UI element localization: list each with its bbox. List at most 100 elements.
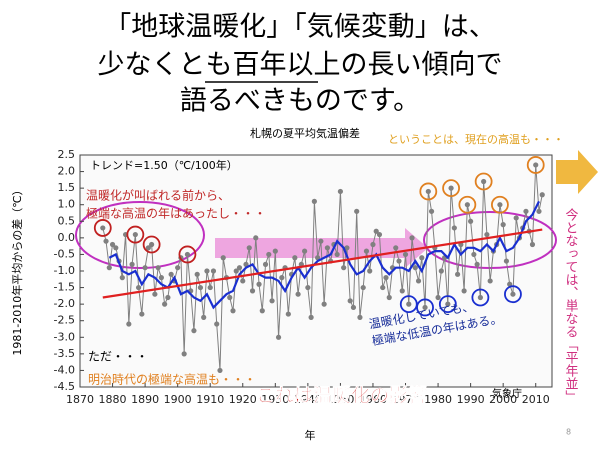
pointer-arrow [556, 150, 598, 194]
highlight-circle [442, 179, 460, 198]
data-point [341, 265, 347, 271]
data-point [510, 291, 516, 297]
annotation: 今となっては、単なる「平年並」 [563, 207, 579, 403]
data-point [357, 314, 363, 320]
x-tick-label: 1960 [359, 393, 387, 406]
y-tick-label: -2.0 [54, 297, 75, 310]
data-point [536, 208, 542, 214]
data-point [529, 241, 536, 248]
y-tick-label: 0.0 [58, 231, 76, 244]
highlight-ellipse [423, 211, 557, 269]
data-point [428, 208, 435, 214]
data-point [269, 298, 275, 304]
data-point [363, 248, 370, 254]
data-point [119, 275, 125, 281]
plot-area [79, 154, 553, 388]
x-tick-label: 2000 [489, 393, 517, 406]
x-tick-label: 1880 [99, 393, 127, 406]
data-point [471, 251, 477, 258]
y-tick-label: -3.0 [54, 330, 75, 343]
data-point [396, 258, 402, 264]
source: 気象庁 [492, 387, 522, 400]
data-point [145, 245, 151, 251]
data-point [318, 238, 324, 244]
data-point [155, 265, 161, 271]
data-point [194, 271, 200, 277]
data-point [412, 265, 418, 271]
data-point [259, 308, 265, 314]
data-point [249, 288, 256, 294]
chart-title: 札幌の夏平均気温偏差 [250, 126, 360, 140]
data-point [376, 231, 383, 238]
highlight-circle [504, 285, 522, 304]
slide-title: 少なくとも百年以上の長い傾向で [98, 50, 503, 81]
data-point [191, 328, 197, 334]
data-point [158, 275, 164, 281]
annotation: トレンド=1.50（℃/100年） [90, 158, 238, 172]
data-point [487, 278, 493, 284]
data-point [373, 228, 379, 234]
data-point [350, 304, 357, 311]
x-axis-label: 年 [305, 428, 316, 442]
data-point [533, 162, 539, 168]
data-point [162, 301, 168, 307]
data-point [243, 261, 249, 267]
data-point [139, 311, 145, 317]
data-point [321, 301, 327, 307]
y-tick-label: -0.5 [54, 247, 75, 260]
data-point [295, 291, 301, 297]
data-point [220, 255, 226, 261]
x-tick-label: 1950 [326, 393, 354, 406]
highlight-circle [526, 156, 545, 174]
data-point [217, 367, 223, 374]
data-point [103, 238, 109, 244]
x-tick-label: 2010 [522, 393, 550, 406]
data-point [279, 275, 285, 281]
data-point [360, 284, 366, 291]
data-point [415, 278, 422, 284]
data-point [474, 261, 480, 267]
highlight-circle [178, 245, 197, 264]
data-point [344, 245, 350, 251]
data-point [126, 321, 132, 327]
data-point [236, 265, 243, 271]
slide-title: 語るべきものです。 [180, 86, 420, 117]
x-tick-label: 1940 [294, 393, 322, 406]
data-point [197, 284, 204, 291]
highlight-circle [438, 295, 457, 314]
data-point [262, 261, 269, 267]
data-point [422, 304, 428, 311]
slide-title: 「地球温暖化」「気候変動」は、 [104, 12, 496, 43]
y-tick-label: -3.5 [54, 347, 75, 360]
data-point [448, 185, 454, 191]
data-point [461, 288, 467, 294]
data-point [210, 268, 217, 274]
x-tick-label: 1930 [261, 393, 289, 406]
data-point [539, 192, 545, 198]
data-point [204, 268, 210, 274]
highlight-circle [93, 219, 112, 237]
data-point [272, 248, 278, 254]
y-tick-label: -4.5 [54, 380, 75, 393]
data-point [230, 308, 236, 314]
y-tick-label: 0.5 [58, 214, 76, 227]
running-mean-line [108, 200, 540, 310]
data-point [354, 208, 360, 214]
highlight-circle [126, 225, 145, 244]
data-point [165, 294, 171, 301]
data-point [253, 235, 259, 241]
x-tick-label: 1980 [424, 393, 452, 406]
annotation: これは温暖化の影響 [256, 384, 427, 407]
data-point [503, 258, 510, 264]
y-tick-label: 1.5 [58, 181, 76, 194]
data-point [292, 255, 298, 261]
data-point [113, 245, 119, 251]
data-point [383, 275, 389, 281]
data-point [100, 225, 106, 231]
data-point [184, 251, 191, 258]
data-point [168, 271, 174, 277]
data-point [347, 298, 353, 304]
x-tick-label: 1890 [131, 393, 159, 406]
data-point [464, 202, 470, 208]
data-point [468, 218, 474, 224]
